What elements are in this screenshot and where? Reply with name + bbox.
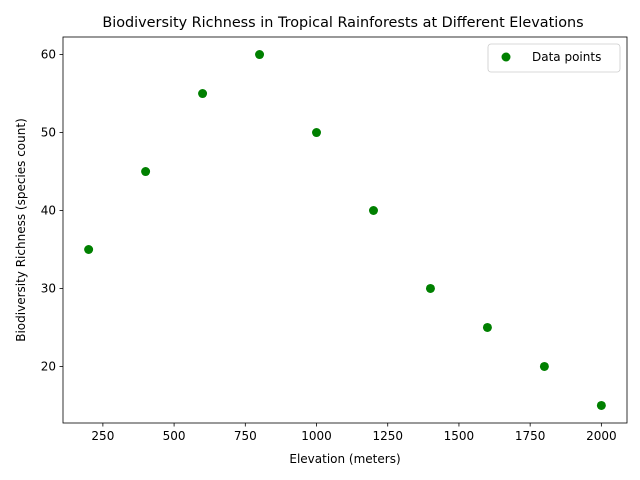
data-point	[539, 361, 549, 371]
y-tick-label: 30	[41, 281, 56, 295]
data-point	[141, 167, 151, 177]
y-tick-label: 20	[41, 359, 56, 373]
x-tick-label: 1250	[372, 429, 403, 443]
legend-frame	[487, 43, 621, 73]
data-point	[255, 50, 265, 60]
data-point	[84, 244, 94, 254]
plot-frame	[62, 36, 628, 424]
x-tick-label: 1500	[444, 429, 475, 443]
y-tick-label: 50	[41, 126, 56, 140]
data-point	[482, 322, 492, 332]
x-axis-ticks: 250 500 750 1000 1250 1500 1750 2000	[91, 423, 617, 443]
x-axis-label: Elevation (meters)	[289, 452, 400, 466]
x-tick-label: 250	[91, 429, 114, 443]
legend-marker	[501, 52, 511, 62]
x-tick-label: 1000	[301, 429, 332, 443]
y-axis-ticks: 20 30 40 50 60	[41, 48, 63, 373]
x-tick-label: 2000	[586, 429, 617, 443]
data-point	[596, 400, 606, 410]
y-tick-label: 40	[41, 204, 56, 218]
legend-label: Data points	[532, 50, 601, 64]
y-axis-label: Biodiversity Richness (species count)	[14, 118, 28, 342]
data-point	[368, 206, 378, 216]
data-points	[84, 50, 606, 410]
data-point	[425, 283, 435, 293]
x-tick-label: 1750	[515, 429, 546, 443]
data-point	[198, 89, 208, 99]
data-point	[312, 128, 322, 138]
x-tick-label: 750	[234, 429, 257, 443]
chart-title: Biodiversity Richness in Tropical Rainfo…	[102, 15, 583, 31]
y-tick-label: 60	[41, 48, 56, 62]
x-tick-label: 500	[163, 429, 186, 443]
legend: Data points	[487, 43, 621, 73]
